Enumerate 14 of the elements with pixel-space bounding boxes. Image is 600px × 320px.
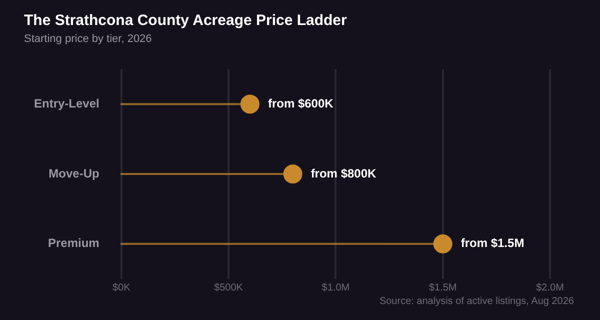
data-label: from $1.5M xyxy=(460,236,524,250)
x-tick-label: $1.5M xyxy=(428,282,457,294)
chart-subtitle: Starting price by tier, 2026 xyxy=(24,33,152,45)
data-label: from $600K xyxy=(268,96,334,110)
x-tick-label: $500K xyxy=(214,282,244,294)
data-label: from $800K xyxy=(310,166,377,180)
x-tick-label: $1.0M xyxy=(322,282,350,294)
source-note: Source: analysis of active listings, Aug 2026 xyxy=(379,296,574,307)
chart-title: The Strathcona County Acreage Price Ladder xyxy=(24,12,347,29)
y-tick-label: Entry-Level xyxy=(34,96,100,110)
y-tick-label: Move-Up xyxy=(48,166,100,180)
x-tick-label: $2.0M xyxy=(536,282,564,294)
y-tick-label: Premium xyxy=(48,236,100,250)
x-tick-label: $0K xyxy=(112,282,131,294)
